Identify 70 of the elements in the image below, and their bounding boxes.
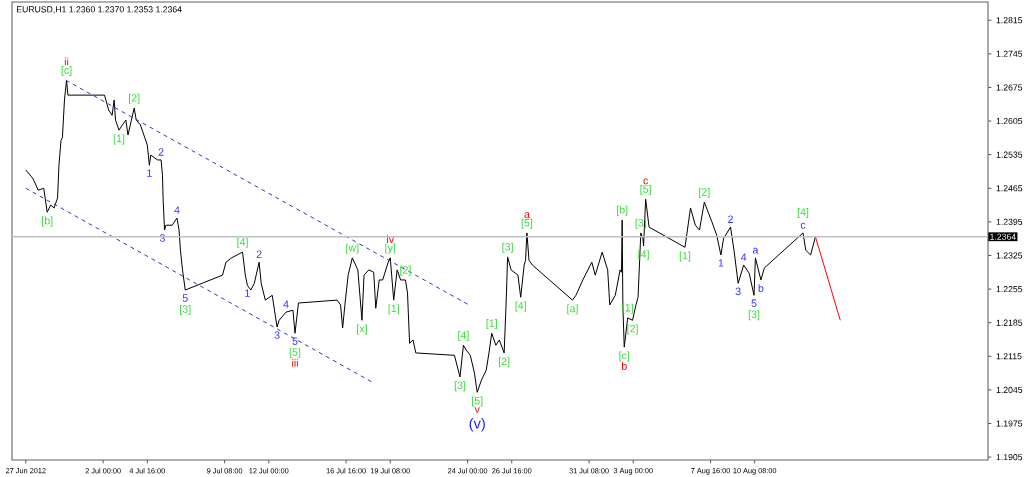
annotation: 1	[147, 169, 152, 177]
annotation: 4	[174, 206, 180, 214]
annotation: ii	[64, 57, 69, 66]
annotation: a	[524, 212, 530, 218]
annotation: [3]	[180, 304, 191, 315]
annotation: [w]	[346, 243, 359, 254]
annotation: [1]	[113, 134, 125, 145]
annotation: 4	[740, 253, 747, 261]
y-tick-label: 1.2535	[996, 151, 1023, 158]
annotation: iv	[387, 235, 395, 243]
annotation: [5]	[472, 396, 483, 407]
annotation: [c]	[61, 66, 72, 76]
annotation: [3]	[502, 242, 513, 253]
y-tick-label: 1.1975	[996, 420, 1023, 427]
annotation: [a]	[567, 304, 578, 315]
annotation: a	[752, 247, 759, 254]
annotation: c	[643, 178, 649, 185]
annotation: [y]	[385, 243, 396, 254]
annotation: [5]	[289, 348, 301, 359]
y-tick-label: 1.2325	[996, 252, 1023, 259]
y-tick-label: 1.2045	[996, 386, 1023, 393]
annotation: [3]	[454, 381, 466, 392]
chart-title: EURUSD,H1 1.2360 1.2370 1.2353 1.2364	[16, 6, 182, 14]
annotation: 3	[274, 331, 280, 339]
ref-line-label: 1.2364	[990, 233, 1016, 240]
annotation: [2]	[400, 265, 411, 276]
y-tick-label: 1.2465	[996, 185, 1023, 192]
annotation: [2]	[498, 357, 510, 368]
y-tick-label: 1.2745	[996, 50, 1023, 57]
annotation: b	[758, 284, 764, 293]
annotation: [4]	[237, 237, 248, 248]
annotation: 5	[292, 337, 298, 345]
annotation: c	[800, 222, 806, 229]
annotation: [b]	[617, 205, 628, 216]
annotation: 2	[256, 250, 262, 258]
annotation: (v)	[469, 417, 485, 432]
annotation: 1	[245, 289, 250, 297]
annotation: [2]	[699, 187, 710, 198]
annotation: [5]	[640, 185, 651, 196]
y-tick-label: 1.2395	[996, 218, 1023, 225]
annotation: 5	[751, 299, 757, 308]
y-tick-label: 1.2605	[996, 117, 1023, 125]
annotation: [2]	[627, 324, 638, 335]
annotation: [4]	[515, 301, 526, 312]
annotation: iii	[292, 358, 298, 367]
annotation: [1]	[679, 251, 691, 262]
annotation: [b]	[42, 216, 53, 227]
annotation: [1]	[486, 319, 497, 329]
annotation: [x]	[357, 324, 367, 335]
y-tick-label: 1.2185	[996, 319, 1023, 326]
annotation: [1]	[388, 304, 399, 315]
annotation: 4	[283, 300, 289, 308]
annotation: v	[474, 407, 480, 413]
annotation: 3	[735, 287, 741, 296]
y-tick-label: 1.2255	[996, 286, 1023, 293]
y-tick-label: 1.1905	[996, 454, 1023, 461]
annotation: [c]	[619, 351, 630, 362]
annotation: [4]	[458, 331, 469, 341]
annotation: b	[621, 362, 627, 370]
annotation: 2	[728, 215, 733, 223]
y-tick-label: 1.2675	[996, 84, 1023, 91]
annotation: 1	[718, 259, 724, 267]
y-tick-label: 1.2115	[996, 353, 1022, 360]
annotation: [3]	[748, 310, 760, 321]
annotation: [5]	[521, 218, 533, 229]
annotation: [2]	[129, 93, 140, 104]
annotation: [4]	[797, 208, 809, 218]
y-tick-label: 1.2815	[996, 17, 1023, 24]
annotation: 5	[182, 294, 188, 302]
annotation: 2	[158, 148, 164, 156]
